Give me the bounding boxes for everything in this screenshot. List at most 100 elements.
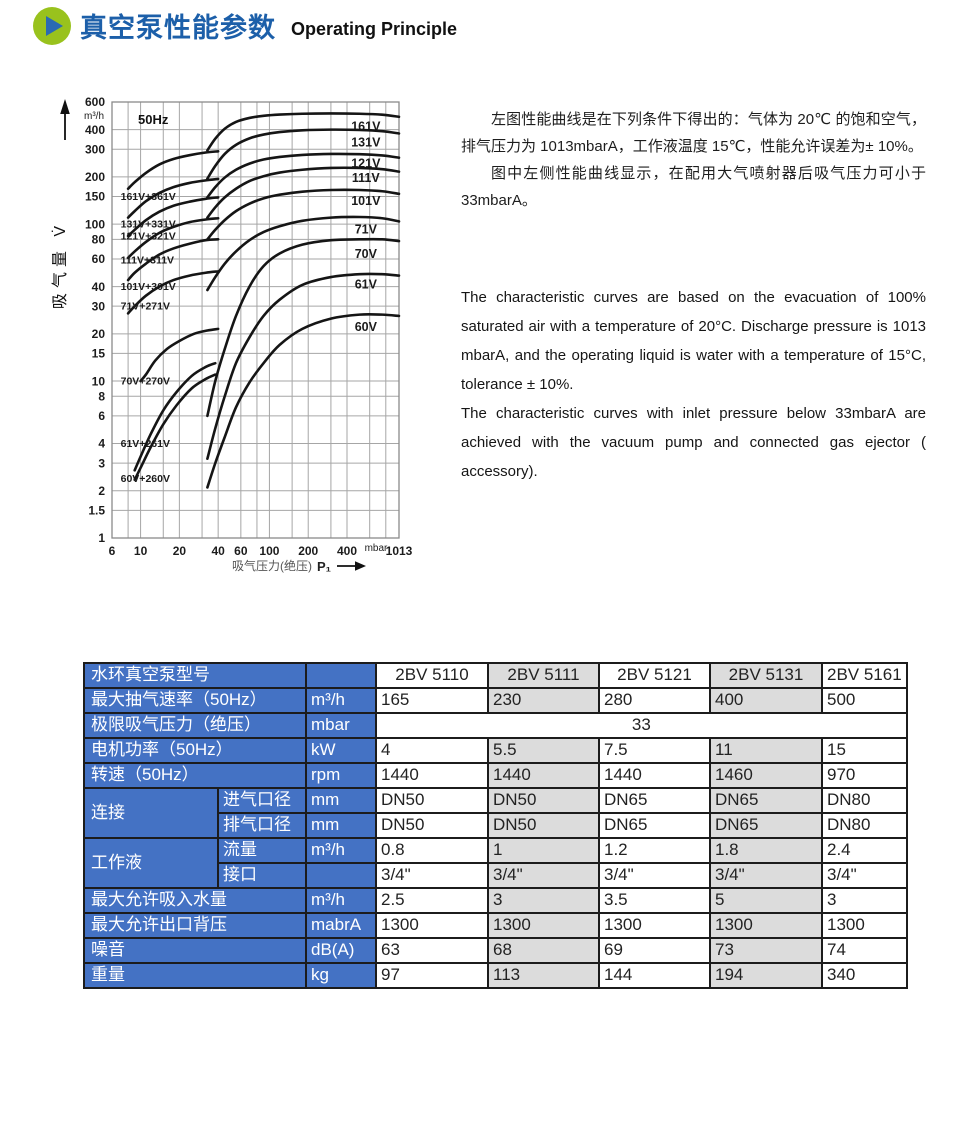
chart-title-50hz: 50Hz: [138, 112, 169, 127]
y-tick-label: 4: [98, 437, 105, 451]
cell-label: 水环真空泵型号: [83, 662, 307, 689]
cell-label: 最大抽气速率（50Hz）: [83, 687, 307, 714]
y-tick-label: 100: [85, 217, 105, 231]
curve-70V+270V: [139, 327, 220, 383]
curve-label-70V+270V: 70V+270V: [121, 376, 170, 388]
curve-label-161V+361V: 161V+361V: [121, 191, 176, 203]
cell-value: 3: [487, 887, 600, 914]
spec-table-body: 水环真空泵型号 2BV 5110 2BV 5111 2BV 5121 2BV 5131 2…: [83, 662, 908, 989]
cell-value: DN80: [821, 787, 908, 814]
y-axis-title: 吸气量 V̇: [51, 221, 69, 309]
curve-label-61V: 61V: [355, 277, 378, 291]
cell-model: 2BV 5110: [375, 662, 489, 689]
y-tick-label: 40: [92, 280, 106, 294]
spec-table: 水环真空泵型号 2BV 5110 2BV 5111 2BV 5121 2BV 5131 2…: [83, 662, 908, 989]
table-row: 连接 进气口径 mm DN50 DN50 DN65 DN65 DN80: [83, 787, 908, 839]
curve-131V+331V: [126, 177, 220, 219]
table-row: 排气口径 mm DN50 DN50 DN65 DN65 DN80: [84, 812, 908, 839]
curve-161V: [206, 112, 401, 152]
y-tick-label: 6: [98, 409, 105, 423]
cell-value: 1300: [487, 912, 600, 939]
cell-sublabel: 排气口径: [217, 812, 307, 839]
x-axis-symbol: P₁: [317, 559, 331, 574]
cell-value: 1440: [487, 762, 600, 789]
y-tick-label: 3: [98, 456, 105, 470]
curve-101V+301V: [126, 238, 220, 282]
curve-101V: [206, 188, 401, 241]
cell-value: 63: [375, 937, 489, 964]
cell-value: 68: [487, 937, 600, 964]
cell-value: DN65: [598, 787, 711, 814]
cell-sublabel: 流量: [217, 837, 307, 864]
x-tick-label: 20: [173, 544, 187, 558]
cell-value: 74: [821, 937, 908, 964]
curve-label-60V+260V: 60V+260V: [121, 473, 170, 485]
table-row: 噪音 dB(A) 63 68 69 73 74: [83, 937, 908, 964]
cell-value: 500: [821, 687, 908, 714]
cell-value: DN50: [487, 787, 600, 814]
cell-unit: m³/h: [305, 837, 377, 864]
cell-unit: mm: [305, 787, 377, 814]
y-axis-arrow-head: [60, 99, 70, 114]
curve-121V+321V: [126, 196, 220, 238]
cell-value: 3: [821, 887, 908, 914]
cell-value: DN50: [375, 787, 489, 814]
cell-value: 7.5: [598, 737, 711, 764]
cell-model: 2BV 5111: [487, 662, 600, 689]
cell-value: 230: [487, 687, 600, 714]
cell-value: 3/4": [709, 862, 823, 889]
performance-chart: 60040030020015010080604030201510864321.5…: [51, 95, 413, 574]
curve-60V: [206, 312, 401, 489]
table-row: 水环真空泵型号 2BV 5110 2BV 5111 2BV 5121 2BV 5131 2…: [83, 662, 908, 689]
y-tick-label: 10: [92, 374, 106, 388]
cell-value: 400: [709, 687, 823, 714]
cell-model: 2BV 5161: [821, 662, 908, 689]
curve-label-71V: 71V: [355, 222, 378, 236]
cell-value: 5: [709, 887, 823, 914]
cell-value: 15: [821, 737, 908, 764]
cell-label: 重量: [83, 962, 307, 989]
x-tick-label: 10: [134, 544, 148, 558]
table-row: 电机功率（50Hz） kW 4 5.5 7.5 11 15: [83, 737, 908, 764]
cell-value: 340: [821, 962, 908, 989]
curve-61V+261V: [133, 361, 217, 472]
cell-unit: [305, 662, 377, 689]
y-tick-label: 600: [85, 95, 105, 109]
x-axis-unit: mbar: [365, 543, 388, 554]
curve-label-121V+321V: 121V+321V: [121, 231, 176, 243]
curve-71V: [206, 215, 401, 292]
description-zh: 左图性能曲线是在下列条件下得出的：气体为 20℃ 的饱和空气，排气压力为 101…: [461, 106, 926, 214]
y-tick-label: 30: [92, 299, 106, 313]
cell-label: 噪音: [83, 937, 307, 964]
cell-unit: mbar: [305, 712, 377, 739]
y-tick-label: 1: [98, 531, 105, 545]
x-tick-label: 60: [234, 544, 248, 558]
cell-value: 2.4: [821, 837, 908, 864]
y-tick-label: 20: [92, 327, 106, 341]
x-tick-label: 6: [109, 544, 116, 558]
cell-sublabel: 进气口径: [217, 787, 307, 814]
x-tick-label: 40: [211, 544, 225, 558]
table-row: 最大允许出口背压 mabrA 1300 1300 1300 1300 1300: [83, 912, 908, 939]
cell-value: 73: [709, 937, 823, 964]
cell-unit: rpm: [305, 762, 377, 789]
x-tick-label: 1013: [386, 544, 413, 558]
y-tick-label: 2: [98, 484, 105, 498]
curve-70V: [206, 237, 401, 418]
cell-unit: m³/h: [305, 687, 377, 714]
page-header: 真空泵性能参数 Operating Principle: [33, 6, 457, 45]
cell-merged-value: 33: [375, 712, 908, 739]
cell-value: 1440: [598, 762, 711, 789]
cell-value: 3/4": [375, 862, 489, 889]
cell-label: 最大允许出口背压: [83, 912, 307, 939]
y-tick-label: 60: [92, 252, 106, 266]
curve-71V+271V: [126, 270, 220, 315]
description-zh-paragraph: 图中左侧性能曲线显示，在配用大气喷射器后吸气压力可小于 33mbarA。: [461, 165, 926, 209]
curve-131V: [206, 128, 401, 180]
cell-value: 69: [598, 937, 711, 964]
y-tick-label: 150: [85, 190, 105, 204]
cell-value: 1300: [375, 912, 489, 939]
cell-value: DN65: [598, 812, 711, 839]
play-icon: [33, 6, 71, 45]
table-row: 极限吸气压力（绝压） mbar 33: [83, 712, 908, 739]
